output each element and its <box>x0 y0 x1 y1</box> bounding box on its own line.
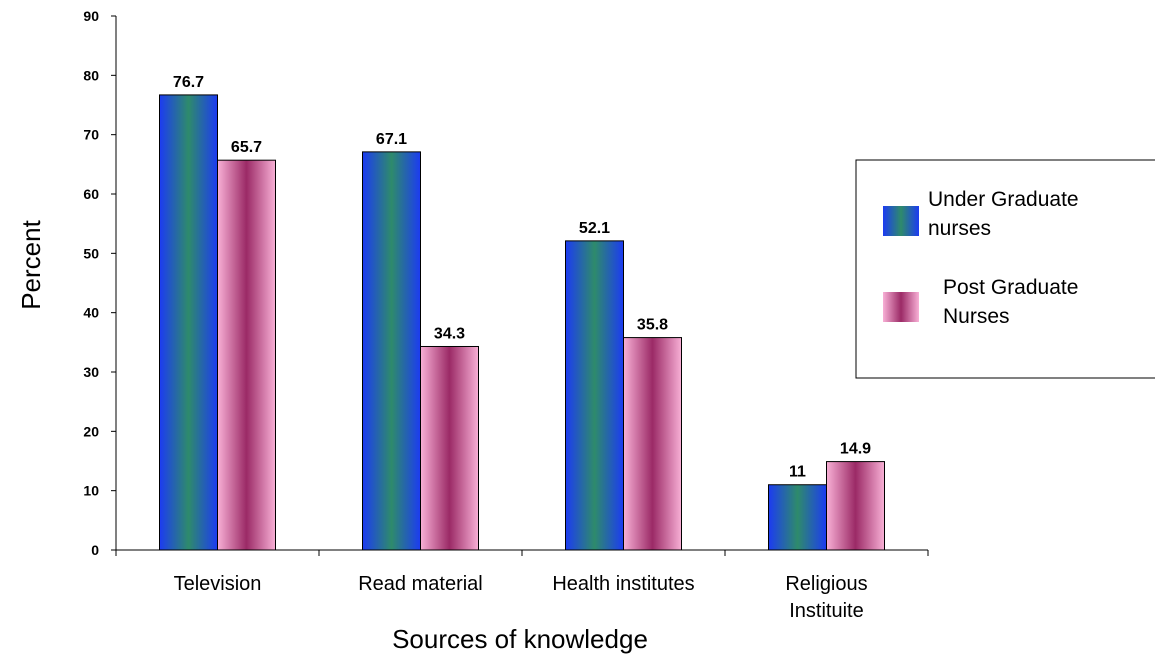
category-label: Instituite <box>789 600 863 622</box>
legend-label-undergrad: Under Graduate nurses <box>928 188 1079 240</box>
y-tick-label: 80 <box>83 67 99 83</box>
legend-text-line: Under Graduate <box>928 188 1079 211</box>
data-label: 35.8 <box>637 317 668 334</box>
y-tick-label: 40 <box>83 305 99 321</box>
data-label: 11 <box>789 464 806 481</box>
y-axis-title: Percent <box>16 219 46 309</box>
legend-label-postgrad: Post Graduate Nurses <box>943 276 1078 328</box>
legend-swatch-postgrad <box>883 292 919 322</box>
y-tick-label: 20 <box>83 423 99 439</box>
data-label: 65.7 <box>231 139 262 156</box>
legend-text-line: nurses <box>928 217 991 240</box>
chart-bars <box>159 94 885 551</box>
bar-undergrad <box>362 151 421 551</box>
y-tick-label: 30 <box>83 364 99 380</box>
legend-text-line: Post Graduate <box>943 276 1078 299</box>
data-label: 76.7 <box>173 74 204 91</box>
data-label: 67.1 <box>376 131 407 148</box>
bar-postgrad <box>826 461 885 551</box>
data-label: 52.1 <box>579 220 610 237</box>
legend-box <box>855 159 1155 379</box>
bar-postgrad <box>420 345 479 551</box>
y-tick-label: 10 <box>83 483 99 499</box>
bar-postgrad <box>623 337 682 551</box>
legend: Under Graduate nurses Post Graduate Nurses <box>855 159 1155 379</box>
data-label: 14.9 <box>840 441 871 458</box>
data-label: 34.3 <box>434 325 465 342</box>
category-label: Health institutes <box>552 573 694 595</box>
category-label: Television <box>174 573 262 595</box>
bar-postgrad <box>217 159 276 551</box>
legend-swatch-undergrad <box>883 206 919 236</box>
category-label: Religious <box>785 573 867 595</box>
legend-text-line: Nurses <box>943 305 1010 328</box>
category-label: Read material <box>358 573 483 595</box>
x-axis-title: Sources of knowledge <box>392 624 648 654</box>
y-tick-label: 90 <box>83 8 99 24</box>
bar-undergrad <box>768 484 827 551</box>
y-tick-label: 60 <box>83 186 99 202</box>
chart-labels: 76.7 65.7 Television 67.1 34.3 Read material 5… <box>173 74 871 622</box>
y-tick-label: 0 <box>91 542 99 558</box>
bar-undergrad <box>565 240 624 551</box>
y-tick-label: 70 <box>83 127 99 143</box>
bar-undergrad <box>159 94 218 551</box>
y-tick-label: 50 <box>83 245 99 261</box>
